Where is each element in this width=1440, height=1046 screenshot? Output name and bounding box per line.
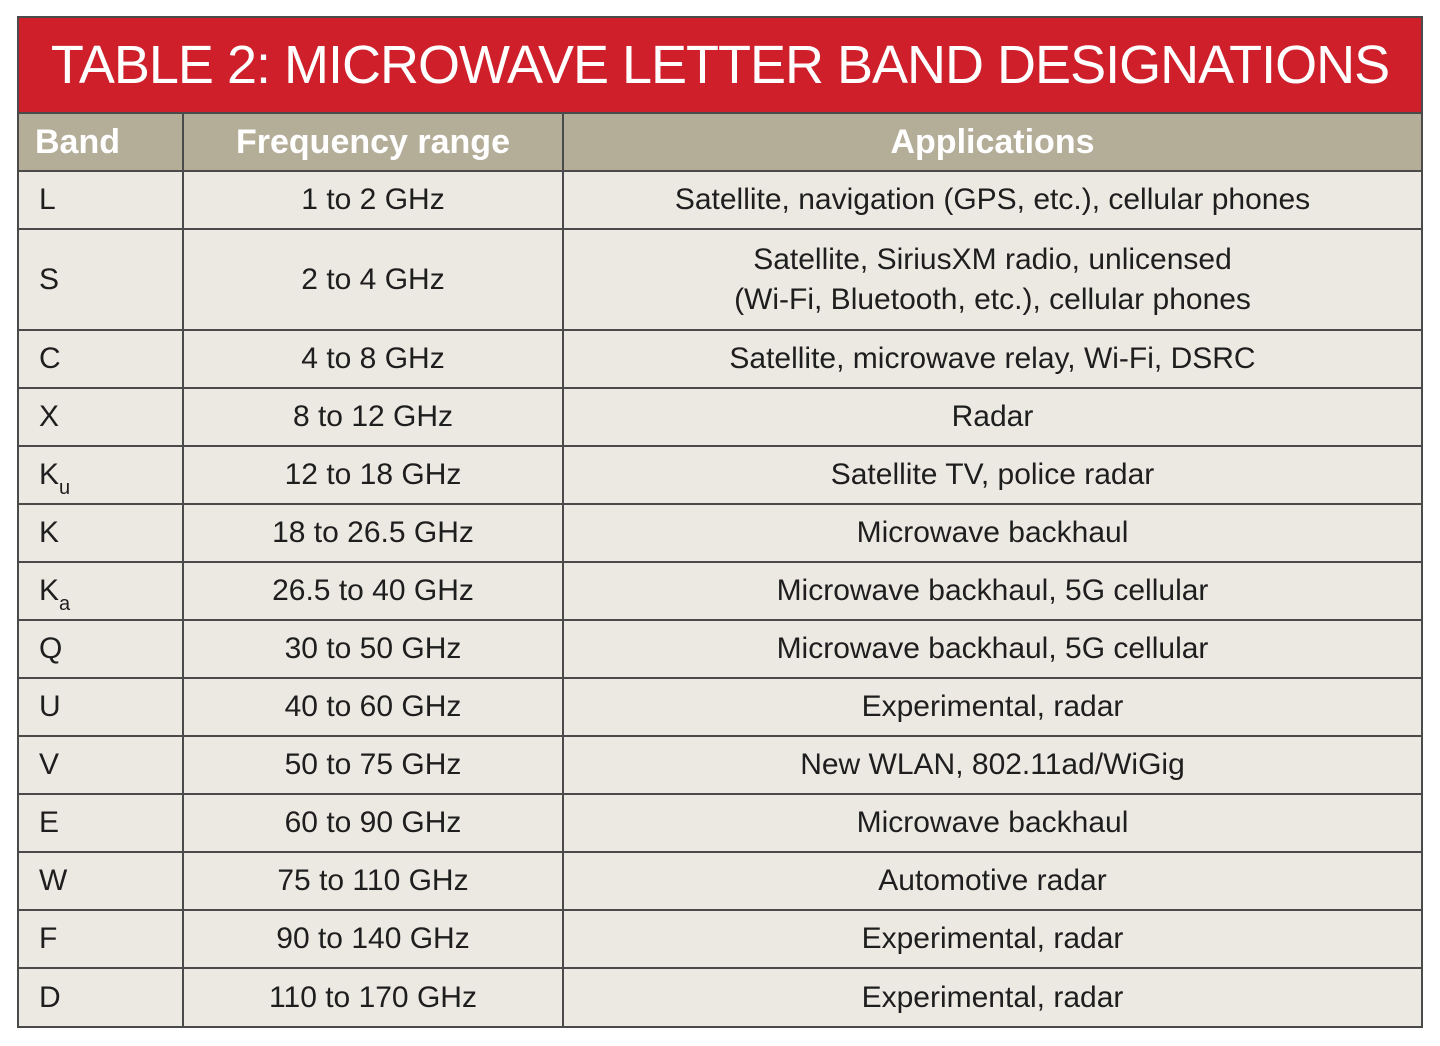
table-row: L 1 to 2 GHz Satellite, navigation (GPS,… [19, 171, 1421, 230]
applications-cell: Experimental, radar [861, 980, 1124, 1014]
table-row: V 50 to 75 GHz New WLAN, 802.11ad/WiGig [19, 736, 1421, 795]
applications-cell: Experimental, radar [563, 910, 1421, 969]
applications-cell: Satellite TV, police radar [563, 446, 1421, 505]
band-designations-table: TABLE 2: MICROWAVE LETTER BAND DESIGNATI… [17, 16, 1423, 1028]
header-applications: Applications [563, 114, 1421, 172]
applications-cell: Experimental, radar [563, 678, 1421, 737]
table-header-row: Band Frequency range Applications [19, 114, 1421, 172]
applications-cell: Microwave backhaul, 5G cellular [563, 562, 1421, 621]
table-row: F 90 to 140 GHz Experimental, radar [19, 910, 1421, 969]
frequency-cell: 2 to 4 GHz [183, 229, 564, 331]
band-cell: L [19, 171, 184, 230]
table-row: W 75 to 110 GHz Automotive radar [19, 852, 1421, 911]
band-cell: D [19, 968, 184, 1026]
band-cell: W [19, 852, 184, 911]
table-row: U 40 to 60 GHz Experimental, radar [19, 678, 1421, 737]
frequency-cell: 40 to 60 GHz [183, 678, 564, 737]
band-cell: S [19, 229, 184, 331]
applications-cell: Satellite, microwave relay, Wi-Fi, DSRC [563, 330, 1421, 389]
table-row: K 18 to 26.5 GHz Microwave backhaul [19, 504, 1421, 563]
frequency-cell: 50 to 75 GHz [183, 736, 564, 795]
frequency-cell: 90 to 140 GHz [183, 910, 564, 969]
frequency-cell: 26.5 to 40 GHz [183, 562, 564, 621]
applications-cell: Microwave backhaul [563, 504, 1421, 563]
band-cell: X [19, 388, 184, 447]
header-frequency-range: Frequency range [183, 114, 564, 172]
applications-cell: Automotive radar [563, 852, 1421, 911]
band-cell: F [19, 910, 184, 969]
band-cell: Ku [19, 446, 184, 505]
applications-cell: Microwave backhaul [563, 794, 1421, 853]
frequency-cell: 8 to 12 GHz [183, 388, 564, 447]
applications-cell: Satellite, SiriusXM radio, unlicensed (Wi… [563, 229, 1421, 331]
table-row: S 2 to 4 GHz Satellite, SiriusXM radio, … [19, 229, 1421, 331]
band-table-grid: Band Frequency range Applications L 1 to… [19, 114, 1421, 1026]
band-cell: V [19, 736, 184, 795]
table-row: C 4 to 8 GHz Satellite, microwave relay,… [19, 330, 1421, 389]
table-row: Ka 26.5 to 40 GHz Microwave backhaul, 5G… [19, 562, 1421, 621]
frequency-cell: 12 to 18 GHz [183, 446, 564, 505]
band-cell: C [19, 330, 184, 389]
applications-cell: Radar [563, 388, 1421, 447]
frequency-cell: 1 to 2 GHz [183, 171, 564, 230]
frequency-cell: 18 to 26.5 GHz [183, 504, 564, 563]
applications-cell: New WLAN, 802.11ad/WiGig [563, 736, 1421, 795]
table-row: Ku 12 to 18 GHz Satellite TV, police rad… [19, 446, 1421, 505]
header-band: Band [19, 114, 184, 172]
applications-cell: Satellite, navigation (GPS, etc.), cellu… [563, 171, 1421, 230]
table-row: X 8 to 12 GHz Radar [19, 388, 1421, 447]
table-row: Q 30 to 50 GHz Microwave backhaul, 5G ce… [19, 620, 1421, 679]
band-cell: Q [19, 620, 184, 679]
band-cell: U [19, 678, 184, 737]
frequency-cell: 60 to 90 GHz [183, 794, 564, 853]
table-title: TABLE 2: MICROWAVE LETTER BAND DESIGNATI… [19, 18, 1421, 114]
table-row: D 110 to 170 GHz Experimental, radar [19, 968, 1421, 1026]
frequency-cell: 30 to 50 GHz [183, 620, 564, 679]
frequency-cell: 4 to 8 GHz [183, 330, 564, 389]
band-cell: Ka [19, 562, 184, 621]
frequency-cell: 75 to 110 GHz [183, 852, 564, 911]
applications-cell: Microwave backhaul, 5G cellular [563, 620, 1421, 679]
band-cell: E [19, 794, 184, 853]
frequency-cell: 110 to 170 GHz [183, 968, 564, 1026]
band-cell: K [19, 504, 184, 563]
table-row: E 60 to 90 GHz Microwave backhaul [19, 794, 1421, 853]
